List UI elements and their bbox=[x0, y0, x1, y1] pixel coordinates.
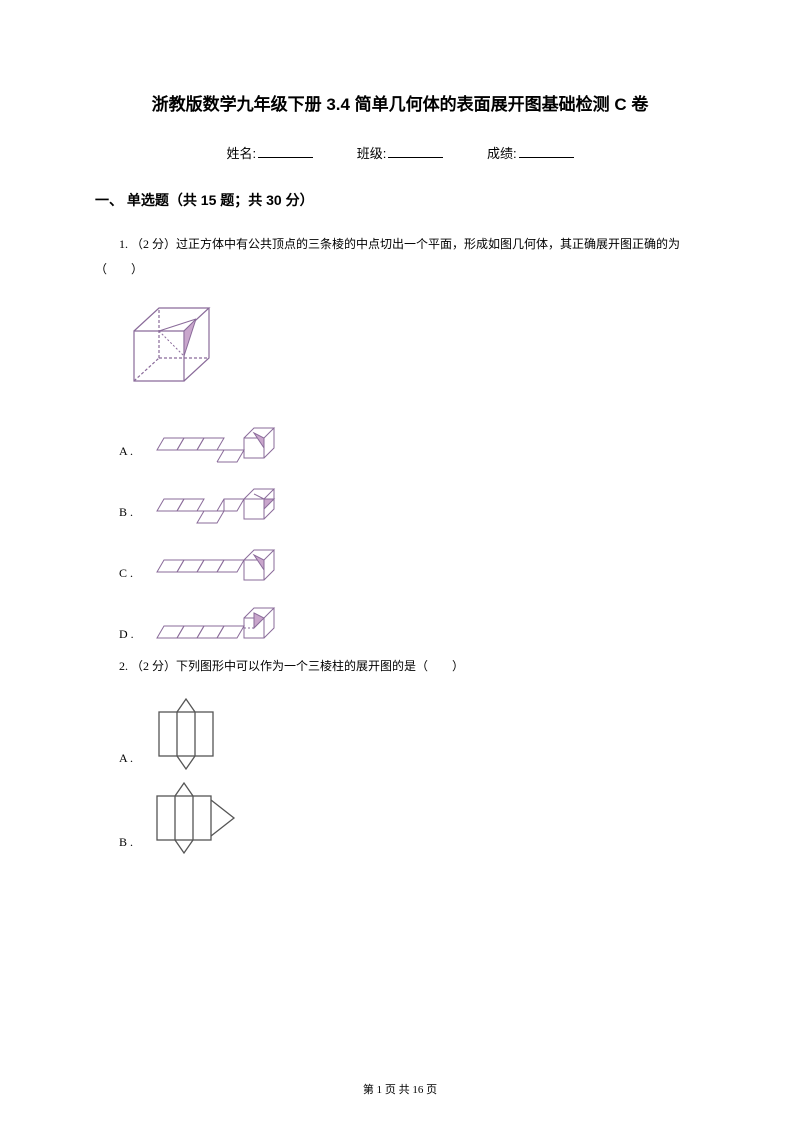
question-1: 1. （2 分）过正方体中有公共顶点的三条棱的中点切出一个平面，形成如图几何体，… bbox=[95, 232, 705, 282]
class-blank bbox=[388, 144, 443, 158]
q2-option-a: A . bbox=[119, 694, 705, 772]
page-footer: 第 1 页 共 16 页 bbox=[0, 1081, 800, 1097]
q1-option-d: D . bbox=[119, 593, 705, 648]
opt-b-label: B . bbox=[119, 505, 141, 526]
opt-a-label: A . bbox=[119, 444, 141, 465]
opt-c-label: C . bbox=[119, 566, 141, 587]
page-title: 浙教版数学九年级下册 3.4 简单几何体的表面展开图基础检测 C 卷 bbox=[95, 90, 705, 115]
class-label: 班级: bbox=[357, 146, 387, 161]
student-info: 姓名: 班级: 成绩: bbox=[95, 143, 705, 162]
q1-option-c: C . bbox=[119, 532, 705, 587]
q1-figure bbox=[119, 296, 705, 396]
section-header: 一、 单选题（共 15 题；共 30 分） bbox=[95, 190, 705, 210]
opt-d-label: D . bbox=[119, 627, 141, 648]
score-label: 成绩: bbox=[487, 146, 517, 161]
q2-option-b: B . bbox=[119, 778, 705, 856]
q2-opt-b-label: B . bbox=[119, 835, 141, 856]
score-blank bbox=[519, 144, 574, 158]
name-blank bbox=[258, 144, 313, 158]
name-label: 姓名: bbox=[226, 146, 256, 161]
q1-option-b: B . bbox=[119, 471, 705, 526]
q2-opt-a-label: A . bbox=[119, 751, 141, 772]
question-2: 2. （2 分）下列图形中可以作为一个三棱柱的展开图的是（ ） bbox=[95, 654, 705, 679]
q1-option-a: A . bbox=[119, 410, 705, 465]
